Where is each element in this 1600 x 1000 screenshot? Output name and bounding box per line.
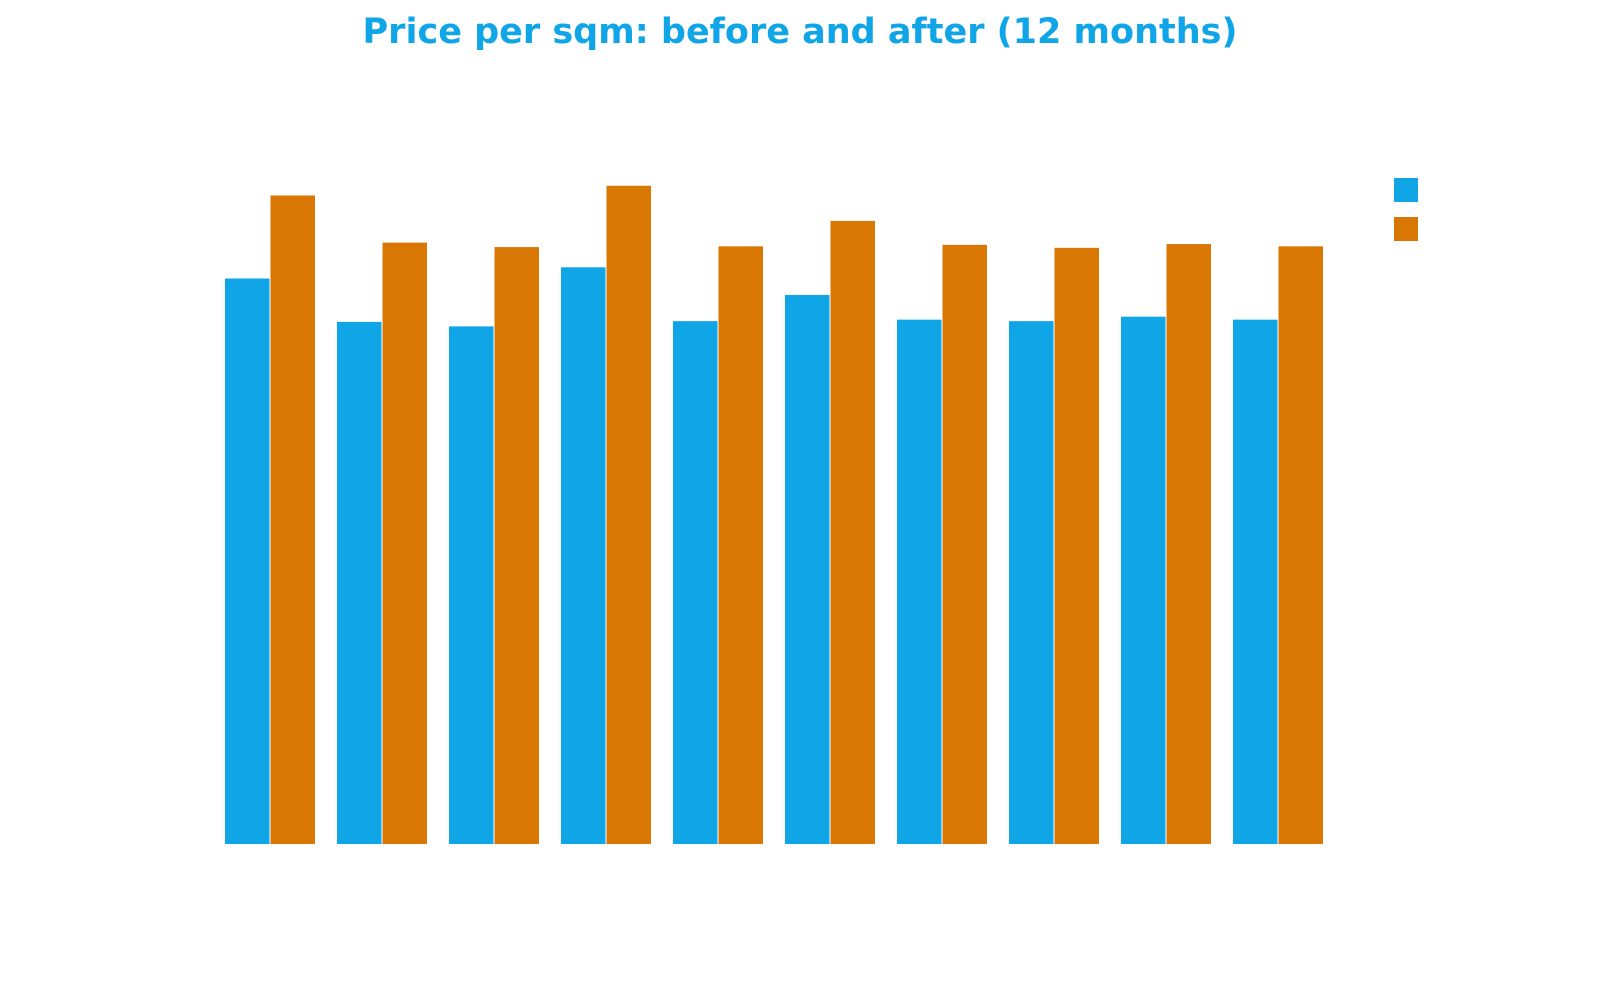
legend-swatch-series-1 bbox=[1394, 178, 1418, 202]
bar-series-1 bbox=[449, 326, 494, 844]
bar-series-2 bbox=[1278, 246, 1323, 844]
legend bbox=[1394, 178, 1418, 241]
bar-series-2 bbox=[718, 246, 763, 844]
bar-series-1 bbox=[1121, 316, 1166, 844]
bar-series-2 bbox=[830, 220, 875, 844]
bar-group bbox=[897, 244, 987, 845]
bar-group bbox=[225, 195, 315, 845]
bars-layer bbox=[225, 185, 1323, 845]
bar-group bbox=[785, 220, 875, 844]
bar-series-2 bbox=[942, 244, 987, 845]
bar-series-1 bbox=[785, 294, 830, 844]
bar-group bbox=[561, 185, 651, 844]
bar-group bbox=[1009, 247, 1099, 844]
bar-group bbox=[1233, 246, 1323, 845]
legend-swatch-series-2 bbox=[1394, 217, 1418, 241]
bar-group bbox=[1121, 244, 1211, 844]
bar-series-2 bbox=[382, 242, 427, 844]
bar-group bbox=[673, 246, 763, 844]
chart-title: Price per sqm: before and after (12 mont… bbox=[362, 12, 1238, 52]
bar-series-1 bbox=[673, 321, 718, 844]
bar-series-1 bbox=[1009, 321, 1054, 844]
bar-series-1 bbox=[561, 267, 606, 844]
bar-series-1 bbox=[225, 278, 270, 845]
bar-series-1 bbox=[1233, 319, 1278, 845]
bar-series-2 bbox=[494, 247, 539, 844]
bar-series-1 bbox=[897, 319, 942, 845]
bar-series-2 bbox=[606, 185, 651, 844]
bar-group bbox=[337, 242, 427, 844]
bar-series-1 bbox=[337, 321, 382, 844]
bar-series-2 bbox=[1166, 244, 1211, 844]
bar-group bbox=[449, 247, 539, 844]
bar-series-2 bbox=[1054, 247, 1099, 844]
bar-series-2 bbox=[270, 195, 315, 844]
